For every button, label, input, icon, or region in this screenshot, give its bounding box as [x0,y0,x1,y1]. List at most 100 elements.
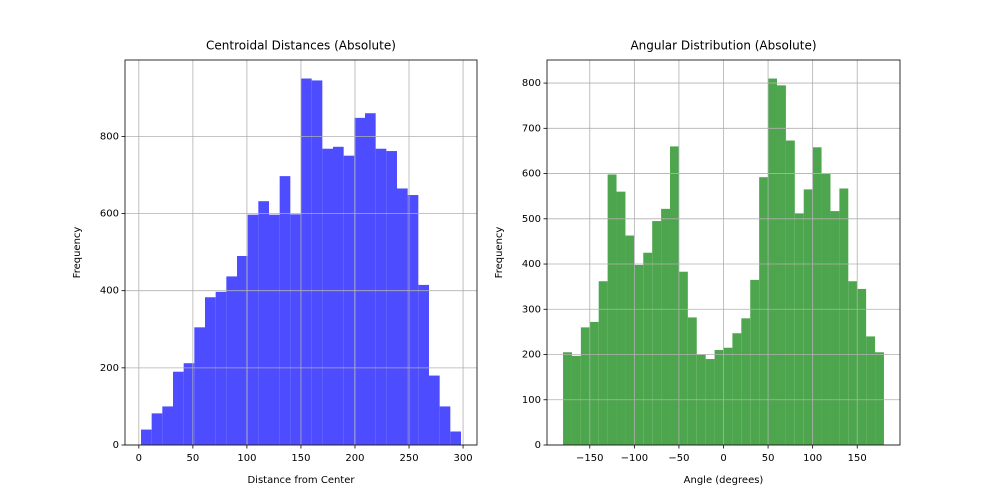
bar [322,148,334,445]
x-tick-label: 0 [136,453,142,464]
bar [450,431,462,445]
x-tick-label: 100 [237,453,256,464]
y-tick-label: 200 [100,363,119,374]
y-tick-label: 400 [522,259,541,270]
bar [589,321,599,445]
bar [714,349,724,445]
bar [279,176,291,445]
bar [236,255,248,445]
bar [204,297,216,445]
bar [290,214,301,445]
bar [661,208,671,445]
x-tick-label: 200 [345,453,364,464]
y-tick-label: 100 [522,395,541,406]
bar [643,252,653,445]
x-tick-label: 50 [762,453,775,464]
x-tick-label: 150 [848,453,867,464]
bar [258,201,269,445]
bar [616,191,626,445]
x-tick-label: 250 [399,453,418,464]
x-tick-label: 50 [187,453,200,464]
bar [705,359,715,445]
bar [723,347,733,445]
y-tick-label: 500 [522,214,541,225]
chart-title: Centroidal Distances (Absolute) [206,39,396,53]
bar [750,279,760,445]
bar [162,406,173,445]
bar [140,429,152,445]
x-tick-label: 100 [803,453,822,464]
x-tick-label: 300 [454,453,473,464]
bar [215,291,227,445]
bar [268,214,280,445]
y-axis-label: Frequency [72,227,83,279]
x-tick-label: 150 [291,453,310,464]
bar [172,371,184,445]
bar [768,78,777,445]
bar [875,352,884,445]
bar [830,211,840,445]
y-tick-label: 800 [522,78,541,89]
bar [183,363,195,445]
bar [857,288,867,445]
bar [429,375,440,445]
chart-title: Angular Distribution (Absolute) [630,39,816,53]
x-tick-label: −100 [621,453,648,464]
axes-frame [546,59,901,446]
bar [311,80,323,445]
bar [580,327,590,445]
bar [634,264,644,445]
bar [678,271,688,445]
y-tick-label: 200 [522,350,541,361]
y-tick-label: 0 [535,440,541,451]
y-tick-label: 0 [113,440,119,451]
bar [354,117,366,446]
y-tick-label: 400 [100,286,119,297]
bar [732,333,742,445]
x-axis-label: Angle (degrees) [684,475,764,486]
bar [812,147,822,445]
bar [866,336,876,445]
bar [365,113,376,445]
bar [418,284,430,445]
bar [607,174,617,445]
y-axis-label: Frequency [494,227,505,279]
bar [776,85,786,445]
bar [839,188,849,445]
bar [848,281,858,445]
bar [759,177,769,445]
bar [333,146,344,446]
y-tick-label: 800 [100,131,119,142]
bar [803,189,813,445]
y-tick-label: 700 [522,123,541,134]
bar [571,355,581,445]
bar [375,148,387,445]
bar [226,276,237,445]
bar [247,214,259,445]
x-tick-label: −50 [668,453,689,464]
bar [598,281,608,445]
x-tick-label: −150 [576,453,603,464]
x-axis-label: Distance from Center [247,475,355,486]
bar [652,221,662,445]
axes-frame [124,59,478,446]
bar [625,235,635,445]
y-tick-label: 600 [100,209,119,220]
bar [741,318,751,445]
y-tick-label: 600 [522,169,541,180]
bar [794,213,804,445]
bar [343,155,355,446]
bar [151,413,163,445]
bar [301,78,312,446]
bar [397,188,408,446]
bar [386,151,398,445]
x-tick-label: 0 [720,453,726,464]
bar [194,327,205,445]
bar [670,146,679,446]
bar [439,406,451,445]
y-tick-label: 300 [522,304,541,315]
bar [563,352,572,445]
bar [785,140,795,445]
bar [687,317,697,445]
